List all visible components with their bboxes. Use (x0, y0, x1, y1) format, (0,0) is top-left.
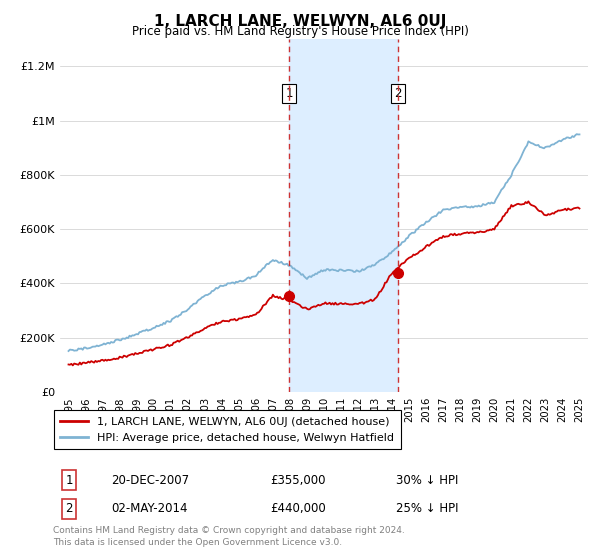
Text: 1: 1 (286, 87, 293, 100)
Text: 2: 2 (65, 502, 73, 515)
Bar (289, 39, 398, 392)
Text: £355,000: £355,000 (270, 474, 325, 487)
Text: £440,000: £440,000 (270, 502, 326, 515)
Text: 1: 1 (65, 474, 73, 487)
Text: Contains HM Land Registry data © Crown copyright and database right 2024.
This d: Contains HM Land Registry data © Crown c… (53, 526, 405, 547)
Text: 25% ↓ HPI: 25% ↓ HPI (397, 502, 459, 515)
Legend: 1, LARCH LANE, WELWYN, AL6 0UJ (detached house), HPI: Average price, detached ho: 1, LARCH LANE, WELWYN, AL6 0UJ (detached… (53, 410, 401, 449)
Text: Price paid vs. HM Land Registry's House Price Index (HPI): Price paid vs. HM Land Registry's House … (131, 25, 469, 38)
Text: 02-MAY-2014: 02-MAY-2014 (112, 502, 188, 515)
Text: 1, LARCH LANE, WELWYN, AL6 0UJ: 1, LARCH LANE, WELWYN, AL6 0UJ (154, 14, 446, 29)
Text: 30% ↓ HPI: 30% ↓ HPI (397, 474, 459, 487)
Text: 20-DEC-2007: 20-DEC-2007 (112, 474, 190, 487)
Text: 2: 2 (394, 87, 401, 100)
